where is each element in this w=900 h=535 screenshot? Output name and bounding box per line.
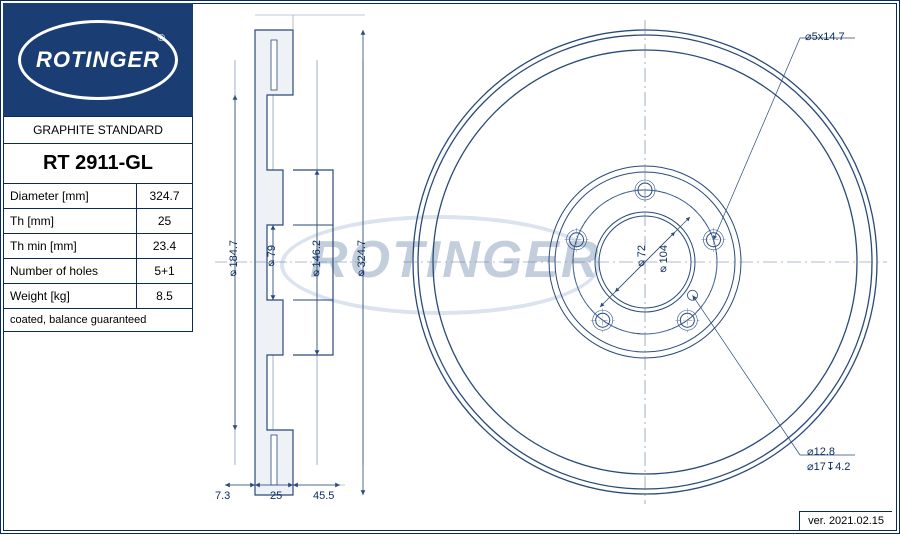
standard-label: GRAPHITE STANDARD (3, 116, 193, 144)
spec-row: Weight [kg]8.5 (3, 284, 193, 309)
dim-a: 7.3 (215, 490, 230, 502)
part-number: RT 2911-GL (3, 144, 193, 184)
callout-mid2: ⌀104 (657, 245, 670, 276)
callout-top: ⌀5x14.7 (805, 30, 845, 43)
spec-value: 324.7 (137, 184, 192, 208)
spec-label: Th [mm] (4, 209, 137, 233)
brand-logo: ROTINGER ® (3, 3, 193, 116)
callout-mid1: ⌀72 (635, 245, 648, 270)
spec-label: Th min [mm] (4, 234, 137, 258)
spec-value: 8.5 (137, 284, 192, 308)
spec-label: Diameter [mm] (4, 184, 137, 208)
footer-note: coated, balance guaranteed (3, 309, 193, 332)
version-label: ver. 2021.02.15 (799, 511, 892, 530)
spec-value: 23.4 (137, 234, 192, 258)
drawing-svg (195, 0, 895, 530)
dim-d4: ⌀324.7 (355, 240, 368, 281)
spec-panel: GRAPHITE STANDARD RT 2911-GL Diameter [m… (3, 116, 193, 332)
callout-b1: ⌀12.8 (807, 445, 835, 458)
spec-value: 5+1 (137, 259, 192, 283)
spec-row: Diameter [mm]324.7 (3, 184, 193, 209)
registered-icon: ® (158, 33, 165, 44)
dim-b: 25 (270, 490, 282, 502)
spec-label: Number of holes (4, 259, 137, 283)
callout-b2: ⌀17↧4.2 (807, 460, 850, 473)
dim-d3: ⌀146.2 (310, 240, 323, 281)
spec-row: Th [mm]25 (3, 209, 193, 234)
technical-drawing: ⌀184.7 ⌀79 ⌀146.2 ⌀324.7 7.3 25 45.5 ⌀5x… (195, 0, 895, 530)
spec-value: 25 (137, 209, 192, 233)
dim-d1: ⌀184.7 (227, 240, 240, 281)
dim-d2: ⌀79 (265, 245, 278, 270)
spec-label: Weight [kg] (4, 284, 137, 308)
spec-row: Number of holes5+1 (3, 259, 193, 284)
spec-row: Th min [mm]23.4 (3, 234, 193, 259)
brand-text: ROTINGER (36, 47, 160, 73)
dim-c: 45.5 (313, 490, 334, 502)
